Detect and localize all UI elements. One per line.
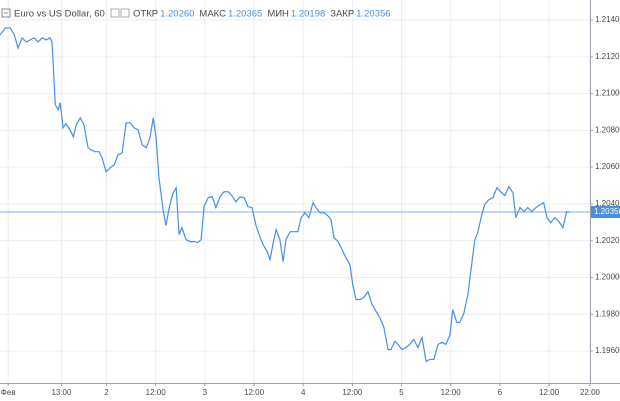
y-tick-label: 1.20000 [595,273,620,282]
y-tick-label: 1.19800 [595,309,620,318]
ohlc-value: 1.20198 [291,9,325,20]
last-price-label: 1.20356 [594,207,620,216]
x-tick-label: 12:00 [244,388,265,397]
y-tick-label: 1.20400 [595,199,620,208]
y-tick-label: 1.20800 [595,125,620,134]
chart-title: Euro vs US Dollar, 60 [14,9,105,20]
x-tick-label: 6 [498,388,503,397]
price-line [0,27,570,363]
y-tick-label: 1.21000 [595,89,620,98]
ohlc-value: 1.20260 [160,9,194,20]
x-tick-label: Фев [1,388,16,397]
y-tick-label: 1.20200 [595,236,620,245]
x-tick-label: 12:00 [539,388,560,397]
y-tick-label: 1.21400 [595,15,620,24]
settings-icon[interactable] [120,8,130,18]
collapse-icon[interactable] [1,8,11,18]
ohlc-legend: ОТКР 1.20260 МАКС 1.20365 МИН 1.20198 ЗАКР 1.20… [133,9,391,20]
x-tick-label: 12:00 [441,388,462,397]
ohlc-name: МИН [267,9,289,20]
plot [0,27,590,363]
axes: 1.19600 1.19800 1.20000 1.20200 1.20400 1.206… [1,15,620,397]
x-tick-label: 2 [104,388,109,397]
x-tick-label: 13:00 [51,388,72,397]
y-tick-label: 1.21200 [595,52,620,61]
last-price-badge [591,206,620,219]
x-tick-label: 3 [203,388,208,397]
x-tick-label: 4 [301,388,306,397]
y-tick-label: 1.20600 [595,162,620,171]
x-tick-label: 12:00 [146,388,167,397]
ohlc-name: ЗАКР [330,9,354,20]
x-tick-label: 12:00 [342,388,363,397]
ohlc-value: 1.20365 [228,9,262,20]
y-tick-label: 1.19600 [595,346,620,355]
ohlc-value: 1.20356 [356,9,390,20]
x-tick-label: 22:00 [580,388,601,397]
ohlc-name: ОТКР [133,9,158,20]
settings-icon[interactable] [110,8,120,18]
ohlc-name: МАКС [199,9,226,20]
x-tick-label: 5 [399,388,404,397]
